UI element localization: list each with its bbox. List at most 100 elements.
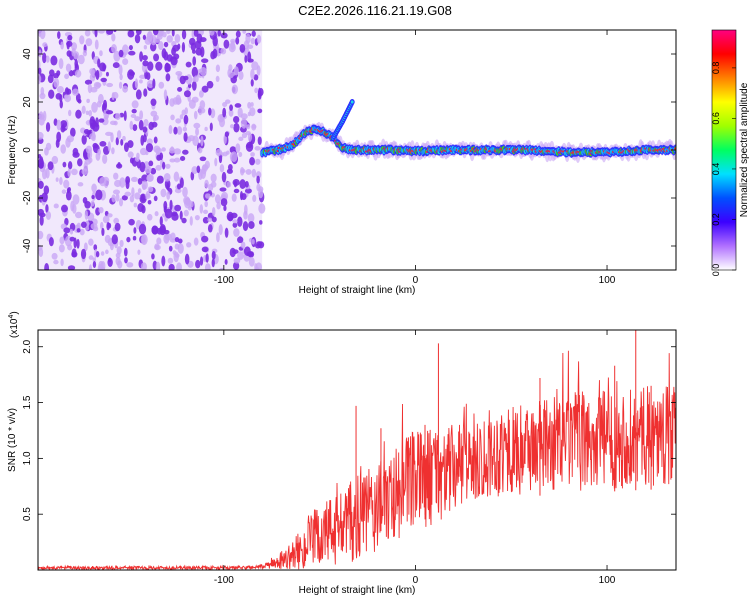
noise-blob (66, 40, 73, 48)
noise-blob (122, 135, 126, 141)
noise-blob (38, 59, 41, 71)
noise-blob (131, 176, 138, 183)
x-tick-label: 0 (413, 575, 419, 586)
y-tick-label: 0 (22, 147, 33, 153)
noise-blob (182, 149, 189, 155)
noise-blob (144, 166, 152, 174)
noise-blob (165, 73, 171, 82)
noise-blob (169, 158, 176, 163)
noise-blob (252, 194, 257, 203)
noise-blob (244, 181, 249, 188)
noise-blob (181, 30, 187, 40)
colorbar-tick-label: 0.6 (711, 112, 721, 125)
snr-scale-prefix: (x10 (9, 318, 20, 338)
noise-blob (183, 209, 189, 217)
noise-blob (204, 126, 208, 132)
noise-blob (123, 110, 127, 122)
noise-blob (224, 99, 231, 104)
noise-blob (131, 100, 139, 109)
noise-blob (227, 164, 233, 171)
noise-blob (159, 216, 163, 226)
noise-blob (147, 186, 154, 193)
noise-blob (61, 189, 67, 194)
noise-blob (159, 225, 167, 236)
noise-blob (105, 110, 114, 115)
snr-scale-exponent: 4 (8, 315, 15, 319)
noise-blob (189, 215, 193, 226)
noise-blob (70, 168, 78, 176)
noise-blob (69, 228, 74, 235)
noise-blob (250, 102, 254, 107)
noise-blob (140, 262, 147, 270)
noise-blob (233, 122, 240, 133)
noise-blob (41, 192, 48, 203)
noise-blob (47, 74, 54, 84)
noise-blob (212, 35, 218, 47)
noise-blob (235, 143, 241, 153)
noise-blob (254, 146, 261, 151)
noise-blob (195, 127, 199, 136)
noise-blob (107, 258, 113, 267)
noise-blob (107, 213, 113, 218)
noise-blob (129, 120, 134, 130)
noise-blob (173, 251, 179, 263)
noise-blob (38, 67, 42, 75)
noise-blob (206, 80, 214, 89)
noise-blob (140, 134, 145, 146)
noise-blob (231, 193, 237, 202)
noise-blob (41, 168, 47, 180)
noise-blob (139, 161, 146, 173)
noise-blob (128, 218, 135, 226)
noise-blob (82, 50, 88, 57)
noise-blob (148, 121, 155, 131)
svg-text:(x104): (x104) (8, 311, 20, 338)
noise-blob (147, 61, 154, 72)
noise-blob (134, 33, 141, 44)
noise-blob (211, 207, 216, 217)
noise-blob (134, 78, 139, 89)
noise-blob (143, 88, 148, 97)
noise-blob (193, 75, 199, 83)
noise-blob (163, 41, 169, 48)
noise-blob (45, 211, 52, 220)
noise-blob (56, 70, 61, 76)
noise-blob (172, 44, 180, 52)
noise-blob (218, 224, 223, 236)
noise-blob (208, 107, 212, 116)
noise-blob (83, 242, 88, 252)
noise-blob (57, 31, 61, 40)
noise-blob (179, 210, 183, 220)
colorbar-label: Normalized spectral amplitude (739, 82, 750, 217)
noise-blob (173, 148, 182, 155)
noise-blob (89, 116, 96, 127)
noise-blob (151, 225, 159, 235)
noise-blob (211, 258, 215, 268)
noise-blob (254, 266, 260, 270)
snr-y-label: SNR (10 * v/v) (7, 408, 18, 472)
noise-blob (81, 134, 87, 145)
noise-blob (202, 164, 209, 172)
noise-blob (138, 223, 147, 235)
noise-blob (95, 251, 100, 258)
y-tick-label: -40 (22, 238, 33, 253)
noise-blob (219, 164, 225, 173)
colorbar-ticks: 0.0 0.2 0.4 0.6 0.8 (711, 62, 736, 276)
noise-blob (113, 30, 117, 33)
noise-blob (76, 228, 81, 233)
noise-blob (113, 217, 120, 225)
noise-blob (124, 191, 132, 197)
noise-blob (193, 122, 201, 129)
noise-blob (72, 203, 77, 214)
noise-blob (77, 54, 85, 65)
noise-blob (247, 101, 252, 109)
noise-blob (174, 204, 182, 212)
noise-blob (56, 85, 64, 94)
x-tick-label: 0 (413, 275, 419, 286)
noise-blob (249, 157, 256, 166)
noise-blob (67, 161, 73, 170)
noise-blob (141, 174, 149, 183)
noise-blob (42, 52, 47, 64)
noise-blob (164, 208, 173, 219)
noise-blob (143, 119, 149, 127)
noise-blob (257, 241, 265, 249)
